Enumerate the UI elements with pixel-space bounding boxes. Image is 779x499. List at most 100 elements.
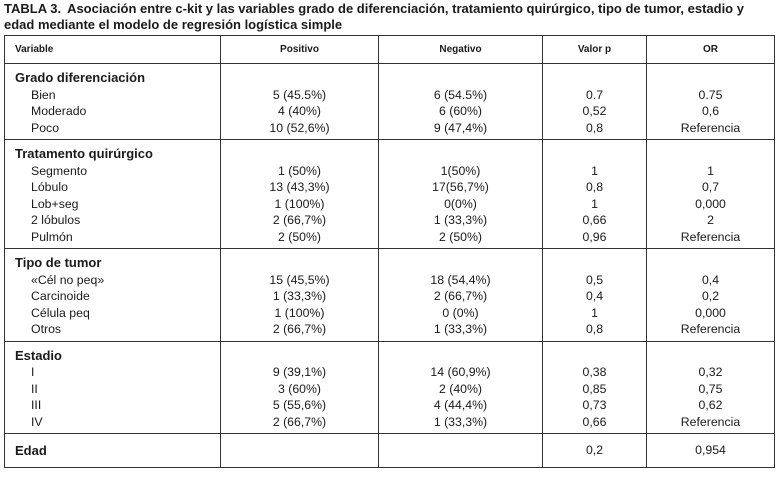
cell-label: Segmento <box>4 162 221 179</box>
cell-valor-p: 0,66 <box>542 413 647 434</box>
empty-cell <box>542 248 647 272</box>
table-row: Lóbulo 13 (43,3%) 17(56,7%) 0,8 0,7 <box>4 179 775 196</box>
table-row: Célula peq 1 (100%) 0 (0%) 1 0,000 <box>4 304 775 321</box>
cell-or: 2 <box>707 213 714 227</box>
cell-or: Referencia <box>646 413 775 434</box>
empty-cell <box>220 341 379 364</box>
table-number: TABLA 3. <box>4 1 62 16</box>
empty-cell <box>647 341 775 364</box>
cell-label: Edad <box>4 433 221 468</box>
cell-or: 0,62 <box>698 398 723 412</box>
cell-valor-p: 0,2 <box>542 433 647 468</box>
cell-positivo: 1 (100%) <box>220 304 379 321</box>
cell-or: 0,6 <box>701 104 720 118</box>
empty-cell <box>647 249 775 272</box>
empty-cell <box>378 63 543 87</box>
header-variable: Variable <box>4 35 221 64</box>
header-negativo: Negativo <box>378 35 543 64</box>
header-positivo: Positivo <box>220 35 379 64</box>
table-row: Poco 10 (52,6%) 9 (47,4%) 0,8 Referencia <box>4 119 775 140</box>
table-row: Pulmón 2 (50%) 2 (50%) 0,96 Referencia <box>4 228 775 249</box>
cell-or: 0,954 <box>695 443 726 457</box>
cell-valor-p: 0,5 <box>542 271 647 288</box>
table-row: Carcinoide 1 (33,3%) 2 (66,7%) 0,4 0,2 <box>4 288 775 305</box>
cell-label: 2 lóbulos <box>4 212 221 229</box>
cell-or: 0,000 <box>695 196 726 211</box>
cell-or: 0,32 <box>698 365 723 379</box>
cell-valor-p: 1 <box>542 162 647 179</box>
empty-cell <box>542 139 647 163</box>
empty-cell <box>647 140 775 163</box>
cell-positivo: 2 (66,7%) <box>220 212 379 229</box>
table-row-edad: Edad 0,2 0,954 <box>4 433 775 468</box>
cell-label: Moderado <box>4 103 221 120</box>
cell-label: I <box>4 364 221 381</box>
cell-negativo: 0 (0%) <box>378 304 543 321</box>
table-title: Asociación entre c-kit y las variables g… <box>4 1 744 32</box>
table-row: Moderado 4 (40%) 6 (60%) 0,52 0,6 <box>4 103 775 120</box>
cell-positivo: 5 (45.5%) <box>220 86 379 103</box>
group-header-row: Tipo de tumor <box>4 248 775 272</box>
cell-or: 0.75 <box>698 87 723 102</box>
group-header-row: Estadio <box>4 341 775 364</box>
cell-negativo: 2 (50%) <box>378 228 543 249</box>
cell-negativo: 2 (66,7%) <box>378 288 543 305</box>
cell-label: Otros <box>4 321 221 342</box>
empty-cell <box>220 63 379 87</box>
cell-positivo: 1 (50%) <box>220 162 379 179</box>
cell-negativo: 14 (60,9%) <box>378 364 543 381</box>
cell-positivo: 9 (39,1%) <box>220 364 379 381</box>
cell-positivo: 4 (40%) <box>220 103 379 120</box>
header-valor-p: Valor p <box>542 35 647 64</box>
cell-positivo: 13 (43,3%) <box>220 179 379 196</box>
cell-label: Lob+seg <box>4 195 221 212</box>
group-title: Tipo de tumor <box>4 248 221 272</box>
cell-positivo: 1 (33,3%) <box>220 288 379 305</box>
cell-label: Pulmón <box>4 228 221 249</box>
cell-or: Referencia <box>646 119 775 140</box>
cell-or: 0,2 <box>701 289 720 303</box>
cell-label: Célula peq <box>4 304 221 321</box>
group-title: Tratamento quirúrgico <box>4 139 221 163</box>
cell-negativo: 1 (33,3%) <box>378 212 543 229</box>
cell-negativo: 4 (44,4%) <box>378 397 543 414</box>
cell-negativo: 1 (33,3%) <box>378 321 543 342</box>
empty-cell <box>378 139 543 163</box>
table-body: Grado diferenciación Bien 5 (45.5%) 6 (54.5… <box>4 63 775 468</box>
cell-negativo: 2 (40%) <box>378 380 543 397</box>
cell-or: 1 <box>707 163 714 178</box>
empty-cell <box>220 139 379 163</box>
cell-negativo: 6 (60%) <box>378 103 543 120</box>
header-row: Variable Positivo Negativo Valor p OR <box>4 35 775 64</box>
cell-valor-p: 0,96 <box>542 228 647 249</box>
cell-label: Bien <box>4 86 221 103</box>
empty-cell <box>647 64 775 87</box>
table-row: «Cél no peq» 15 (45,5%) 18 (54,4%) 0,5 0,4 <box>4 271 775 288</box>
cell-positivo: 2 (66,7%) <box>220 413 379 434</box>
cell-or: Referencia <box>646 228 775 249</box>
cell-positivo: 10 (52,6%) <box>220 119 379 140</box>
cell-valor-p: 1 <box>542 304 647 321</box>
cell-valor-p: 0,52 <box>542 103 647 120</box>
results-table: Variable Positivo Negativo Valor p OR Gr… <box>4 35 775 468</box>
table-row: Otros 2 (66,7%) 1 (33,3%) 0,8 Referencia <box>4 321 775 342</box>
cell-or: 0,000 <box>695 305 726 320</box>
header-or: OR <box>646 35 775 64</box>
cell-valor-p: 0,8 <box>542 119 647 140</box>
cell-valor-p: 0,4 <box>542 288 647 305</box>
cell-valor-p: 0,8 <box>542 179 647 196</box>
cell-negativo: 6 (54.5%) <box>378 86 543 103</box>
empty-cell <box>542 341 647 364</box>
group-title: Grado diferenciación <box>4 63 221 87</box>
empty-cell <box>378 248 543 272</box>
group-header-row: Tratamento quirúrgico <box>4 139 775 163</box>
group-title: Estadio <box>4 341 221 364</box>
cell-label: III <box>4 397 221 414</box>
cell-label: II <box>4 380 221 397</box>
table-row: II 3 (60%) 2 (40%) 0,85 0,75 <box>4 380 775 397</box>
cell-negativo: 1(50%) <box>378 162 543 179</box>
cell-negativo: 17(56,7%) <box>378 179 543 196</box>
cell-positivo: 2 (50%) <box>220 228 379 249</box>
cell-or: 0,75 <box>698 381 723 396</box>
